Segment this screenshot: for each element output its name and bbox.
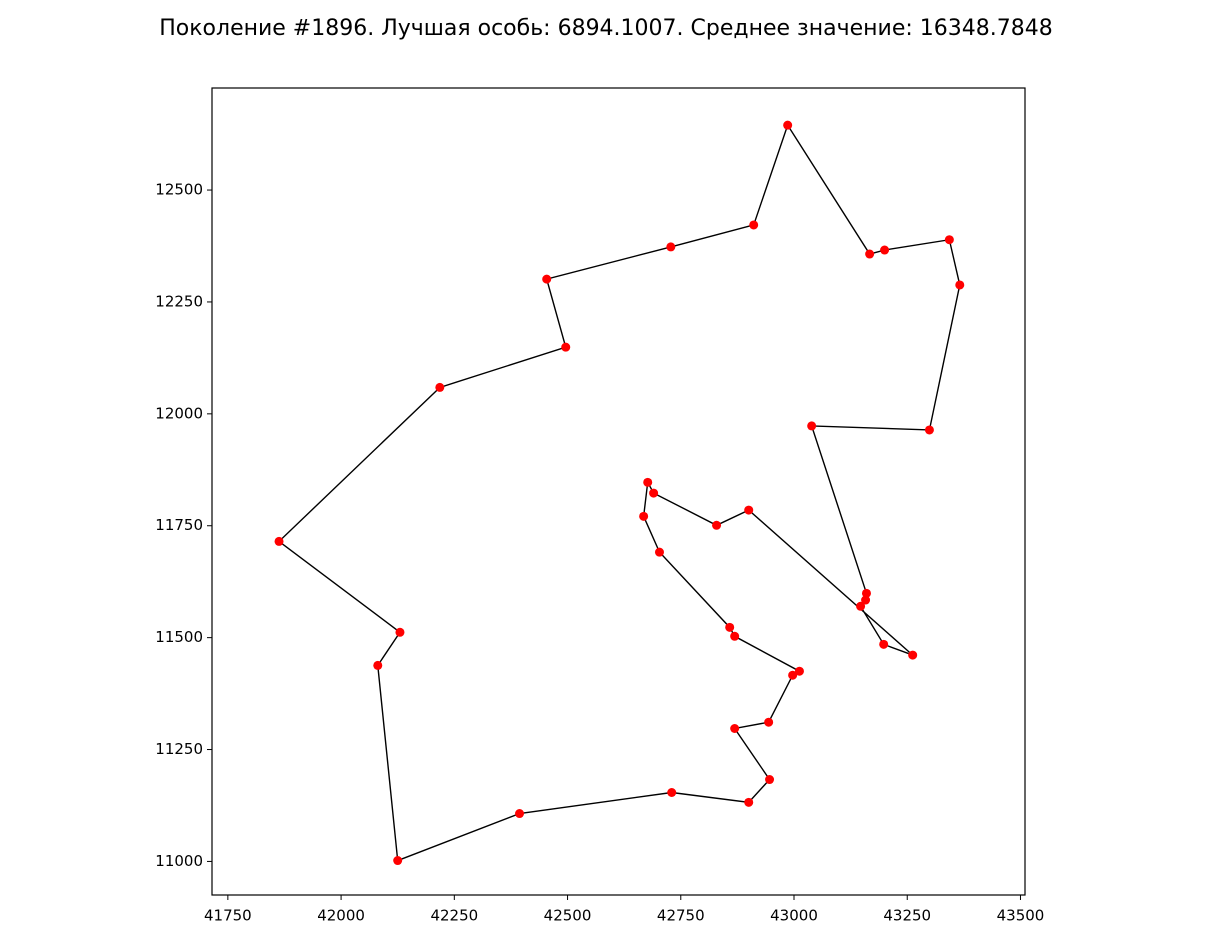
point [649,488,659,498]
point [395,627,405,637]
point [955,280,965,290]
point [744,505,754,515]
route-line [277,123,961,862]
point [274,536,284,546]
point [924,425,934,435]
x-tick-label: 42250 [430,907,478,925]
point [515,809,525,819]
point [561,342,571,352]
y-tick-label: 11750 [155,516,203,534]
x-tick-label: 42750 [657,907,705,925]
point [744,797,754,807]
point [783,120,793,130]
chart-title: Поколение #1896. Лучшая особь: 6894.1007… [159,16,1052,41]
x-tick-label: 43250 [883,907,931,925]
point [712,520,722,530]
point [435,382,445,392]
point [880,245,890,255]
point [725,622,735,632]
axes-frame [211,87,1026,896]
x-tick-label: 42500 [544,907,592,925]
point [788,670,798,680]
point [794,666,804,676]
point [879,639,889,649]
y-tick-label: 12000 [155,404,203,422]
point [654,547,664,557]
y-tick-label: 11250 [155,740,203,758]
point [765,775,775,785]
point [865,249,875,259]
y-tick-label: 12250 [155,292,203,310]
point [667,788,677,798]
point [730,631,740,641]
x-tick-label: 41750 [204,907,252,925]
y-tick-label: 11500 [155,628,203,646]
point [393,856,403,866]
point [643,477,653,487]
y-tick-label: 11000 [155,852,203,870]
x-tick-label: 42000 [317,907,365,925]
x-tick-label: 43500 [997,907,1045,925]
point [807,421,817,431]
point [639,511,649,521]
point [856,601,866,611]
point [666,242,676,252]
point [944,235,954,245]
x-tick-label: 43000 [770,907,818,925]
point [861,588,871,598]
point [542,274,552,284]
point [861,595,871,605]
point [373,660,383,670]
point [730,723,740,733]
point [764,717,774,727]
point [908,650,918,660]
y-tick-label: 12500 [155,181,203,199]
point [749,220,759,230]
